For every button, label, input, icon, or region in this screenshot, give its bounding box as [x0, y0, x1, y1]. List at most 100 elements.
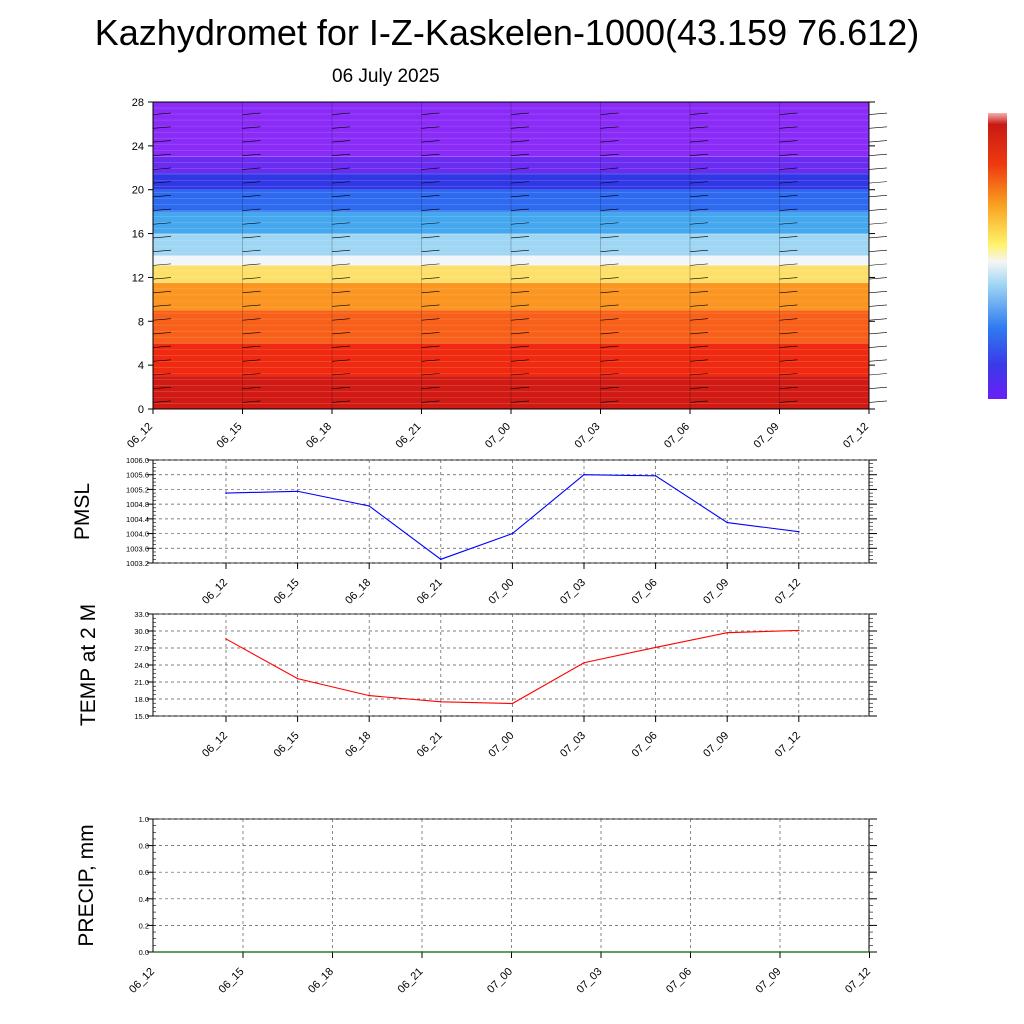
wind-barb	[779, 167, 798, 170]
x-tick-label: 07_09	[701, 730, 731, 760]
heat-band	[153, 102, 869, 157]
y-tick-label: 1006.0	[126, 456, 149, 465]
wind-barb	[510, 208, 530, 211]
wind-barb	[421, 359, 440, 362]
x-tick-label: 07_06	[664, 966, 694, 996]
wind-barb	[331, 208, 351, 211]
wind-barb	[331, 332, 351, 335]
heat-band	[153, 282, 869, 311]
x-tick-label: 07_12	[843, 966, 873, 996]
wind-barb	[689, 332, 709, 335]
wind-barb	[779, 263, 798, 266]
y-axis-label: PMSL	[71, 483, 94, 540]
heat-band	[153, 189, 869, 212]
wind-barb	[152, 167, 172, 170]
x-tick-label: 07_06	[630, 730, 660, 760]
y-tick-label: 0.2	[139, 921, 149, 930]
y-tick-label: 8	[138, 316, 144, 328]
wind-barb	[689, 345, 709, 348]
wind-barb	[779, 400, 798, 403]
wind-barb	[510, 345, 530, 348]
wind-barb	[600, 181, 619, 184]
x-tick-label: 07_06	[662, 421, 692, 451]
wind-barb	[510, 400, 530, 403]
wind-barb	[689, 222, 709, 225]
data-point	[654, 646, 657, 649]
wind-barb	[510, 373, 530, 376]
wind-barb	[600, 222, 619, 225]
wind-barb	[152, 126, 172, 129]
x-tick-label: 07_09	[754, 966, 784, 996]
wind-barb	[331, 373, 351, 376]
wind-barb	[689, 304, 709, 307]
wind-barb	[421, 126, 440, 129]
wind-barb	[510, 332, 530, 335]
y-tick-label: 12	[132, 272, 144, 284]
wind-barb	[510, 359, 530, 362]
x-tick-label: 06_15	[272, 730, 302, 760]
wind-barb	[600, 126, 619, 129]
x-tick-label: 07_12	[773, 577, 803, 607]
wind-barb	[510, 318, 530, 321]
wind-barb	[242, 249, 261, 252]
wind-barb	[510, 277, 530, 280]
data-point	[798, 629, 800, 632]
wind-barb	[510, 304, 530, 307]
wind-barb	[242, 386, 261, 390]
x-tick-label: 06_18	[343, 577, 373, 607]
x-tick-label: 07_06	[630, 577, 660, 607]
wind-barb	[331, 318, 351, 321]
plot-frame	[152, 459, 870, 564]
x-tick-label: 06_12	[200, 730, 230, 760]
heat-band	[153, 211, 869, 234]
wind-barb	[600, 373, 619, 376]
wind-barb	[600, 290, 619, 294]
wind-barb	[600, 277, 619, 280]
wind-barb	[331, 290, 351, 294]
wind-barb	[868, 332, 888, 335]
wind-barb	[421, 208, 440, 211]
wind-barb	[779, 126, 798, 129]
wind-barb	[868, 263, 888, 266]
wind-barb	[779, 345, 798, 348]
data-point	[440, 558, 442, 561]
wind-barb	[152, 222, 172, 225]
data-point	[726, 631, 728, 634]
y-tick-label: 1004.8	[126, 500, 149, 509]
wind-barb	[689, 359, 709, 362]
wind-barb	[600, 236, 619, 239]
chart-title: Kazhydromet for I-Z-Kaskelen-1000(43.159…	[94, 12, 920, 53]
wind-barb	[421, 263, 440, 266]
wind-barb	[331, 263, 351, 266]
wind-barb	[152, 290, 172, 294]
wind-barb	[600, 359, 619, 362]
wind-barb	[779, 332, 798, 335]
wind-barb	[421, 181, 440, 184]
y-tick-label: 21.0	[134, 678, 149, 687]
wind-barb	[242, 126, 261, 129]
heat-band	[153, 343, 869, 377]
wind-barb	[868, 277, 888, 280]
y-tick-label: 0.4	[139, 895, 149, 904]
wind-barb	[868, 112, 888, 115]
wind-barb	[331, 304, 351, 307]
y-tick-label: 28	[132, 97, 144, 109]
data-point	[296, 677, 299, 680]
wind-barb	[600, 386, 619, 390]
x-tick-label: 06_15	[217, 966, 247, 996]
wind-barb	[152, 373, 172, 376]
wind-barb	[152, 208, 172, 211]
wind-barb	[510, 153, 530, 157]
y-tick-label: 1.0	[139, 815, 149, 824]
wind-barb	[779, 290, 798, 294]
wind-barb	[779, 208, 798, 211]
wind-barb	[868, 386, 888, 390]
heat-band	[153, 310, 869, 344]
wind-barb	[510, 249, 530, 252]
wind-barb	[242, 181, 261, 184]
wind-barb	[421, 140, 440, 143]
data-point	[583, 661, 585, 664]
wind-barb	[600, 153, 619, 157]
wind-barb	[331, 195, 351, 198]
